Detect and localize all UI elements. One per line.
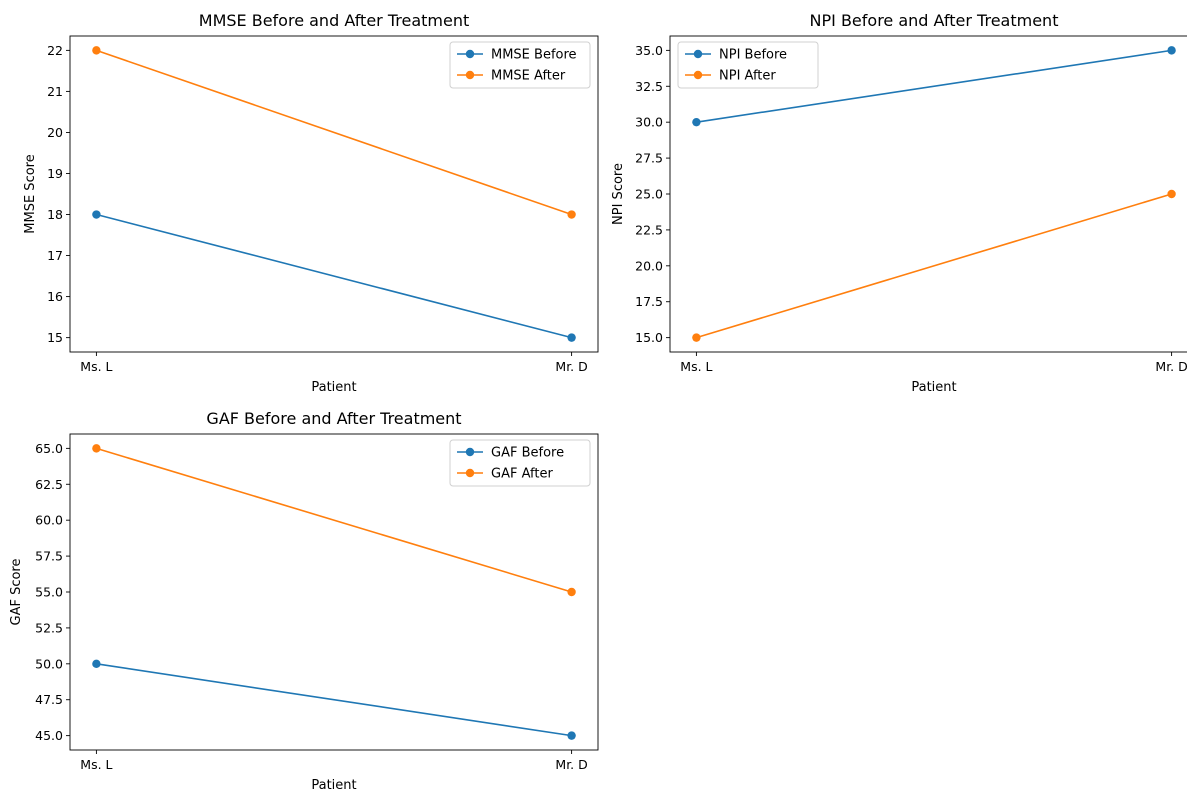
chart-title: MMSE Before and After Treatment — [199, 11, 469, 30]
legend-swatch-marker — [465, 49, 475, 59]
legend-swatch-marker — [465, 70, 475, 80]
y-tick-label: 17 — [47, 248, 63, 263]
chart-title: NPI Before and After Treatment — [810, 11, 1059, 30]
x-tick-label: Ms. L — [80, 757, 112, 772]
data-point — [692, 117, 701, 127]
legend-swatch-marker — [693, 49, 703, 59]
y-tick-label: 62.5 — [35, 477, 63, 492]
y-axis-label: GAF Score — [9, 559, 24, 626]
y-tick-label: 30.0 — [635, 115, 663, 130]
legend-box — [449, 41, 591, 89]
legend-swatch-marker — [693, 70, 703, 80]
x-tick-label: Ms. L — [80, 359, 112, 374]
gaf-chart: GAF Before and After Treatment 45.0 47.5 50… — [9, 409, 599, 792]
plot-frame — [69, 35, 599, 353]
y-tick-label: 27.5 — [635, 151, 663, 166]
y-tick-label: 22.5 — [635, 222, 663, 237]
series-line — [96, 213, 572, 339]
y-tick-label: 15 — [47, 330, 63, 345]
data-point — [92, 444, 101, 453]
npi-chart: NPI Before and After Treatment 15.0 17.5 20… — [611, 11, 1187, 395]
y-tick-label: 25.0 — [635, 187, 663, 202]
y-tick-label: 18 — [47, 207, 63, 222]
legend-swatch-marker — [465, 468, 475, 478]
y-tick-label: 35.0 — [635, 43, 663, 58]
legend-box — [677, 41, 819, 89]
y-tick-label: 55.0 — [35, 585, 63, 600]
x-axis-label: Patient — [311, 778, 356, 792]
data-point — [692, 333, 701, 342]
y-tick-label: 17.5 — [635, 294, 663, 309]
x-tick-label: Mr. D — [1155, 359, 1187, 374]
series-line — [96, 49, 572, 216]
y-tick-label: 20.0 — [635, 258, 663, 273]
data-point — [1167, 189, 1176, 199]
legend-label: MMSE After — [491, 69, 566, 84]
legend-label: NPI After — [719, 69, 776, 84]
data-point — [567, 210, 576, 219]
series-line — [96, 663, 572, 737]
y-axis-label: NPI Score — [611, 163, 626, 225]
data-point — [567, 333, 576, 342]
series-line — [696, 193, 1172, 339]
legend-label: GAF Before — [491, 446, 564, 461]
legend-label: GAF After — [491, 467, 553, 482]
data-point — [92, 210, 101, 219]
x-tick-label: Mr. D — [555, 757, 587, 772]
x-axis-label: Patient — [911, 380, 956, 395]
y-tick-label: 21 — [47, 84, 63, 99]
y-tick-label: 20 — [47, 125, 63, 140]
y-tick-label: 19 — [47, 166, 63, 181]
data-point — [567, 731, 576, 740]
mmse-chart: MMSE Before and After Treatment 15 16 17 18 1… — [23, 11, 599, 395]
y-tick-label: 47.5 — [35, 692, 63, 707]
x-tick-label: Mr. D — [555, 359, 587, 374]
y-tick-label: 60.0 — [35, 513, 63, 528]
x-tick-label: Ms. L — [680, 359, 712, 374]
chart-title: GAF Before and After Treatment — [206, 409, 461, 428]
series-line — [696, 49, 1172, 123]
y-tick-label: 16 — [47, 289, 63, 304]
data-point — [92, 659, 101, 669]
y-tick-label: 52.5 — [35, 620, 63, 635]
y-tick-label: 15.0 — [635, 330, 663, 345]
legend-swatch-marker — [465, 447, 475, 457]
y-tick-label: 57.5 — [35, 549, 63, 564]
legend-box — [449, 439, 591, 487]
y-tick-label: 22 — [47, 43, 63, 58]
y-axis-label: MMSE Score — [23, 154, 38, 233]
data-point — [1167, 46, 1176, 55]
data-point — [92, 46, 101, 55]
x-axis-label: Patient — [311, 380, 356, 395]
y-tick-label: 65.0 — [35, 441, 63, 456]
y-tick-label: 32.5 — [635, 79, 663, 94]
y-tick-label: 50.0 — [35, 656, 63, 671]
data-point — [567, 587, 576, 597]
legend-label: NPI Before — [719, 48, 787, 63]
y-tick-label: 45.0 — [35, 728, 63, 743]
series-line — [96, 447, 572, 593]
legend-label: MMSE Before — [491, 48, 577, 63]
